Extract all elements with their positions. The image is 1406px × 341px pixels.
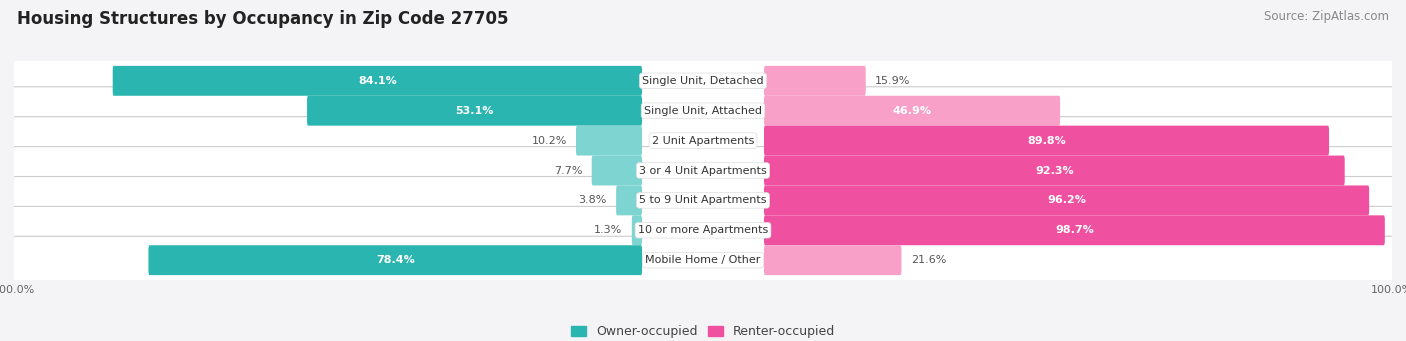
FancyBboxPatch shape: [307, 96, 643, 125]
Text: 96.2%: 96.2%: [1047, 195, 1085, 205]
FancyBboxPatch shape: [763, 96, 1060, 125]
FancyBboxPatch shape: [631, 216, 643, 245]
FancyBboxPatch shape: [13, 57, 1393, 105]
Text: 53.1%: 53.1%: [456, 106, 494, 116]
FancyBboxPatch shape: [13, 147, 1393, 194]
Text: 10 or more Apartments: 10 or more Apartments: [638, 225, 768, 235]
Text: Mobile Home / Other: Mobile Home / Other: [645, 255, 761, 265]
FancyBboxPatch shape: [763, 216, 1385, 245]
FancyBboxPatch shape: [763, 66, 866, 96]
Text: 3.8%: 3.8%: [578, 195, 607, 205]
FancyBboxPatch shape: [592, 155, 643, 186]
Text: 1.3%: 1.3%: [595, 225, 623, 235]
FancyBboxPatch shape: [763, 245, 901, 275]
FancyBboxPatch shape: [576, 125, 643, 155]
Text: 78.4%: 78.4%: [375, 255, 415, 265]
FancyBboxPatch shape: [13, 206, 1393, 254]
Text: 5 to 9 Unit Apartments: 5 to 9 Unit Apartments: [640, 195, 766, 205]
Text: 89.8%: 89.8%: [1028, 136, 1066, 146]
FancyBboxPatch shape: [763, 155, 1344, 186]
FancyBboxPatch shape: [763, 186, 1369, 216]
FancyBboxPatch shape: [13, 236, 1393, 284]
Text: Source: ZipAtlas.com: Source: ZipAtlas.com: [1264, 10, 1389, 23]
FancyBboxPatch shape: [112, 66, 643, 96]
Text: Single Unit, Attached: Single Unit, Attached: [644, 106, 762, 116]
Text: 3 or 4 Unit Apartments: 3 or 4 Unit Apartments: [640, 165, 766, 176]
Text: Housing Structures by Occupancy in Zip Code 27705: Housing Structures by Occupancy in Zip C…: [17, 10, 509, 28]
Text: 15.9%: 15.9%: [875, 76, 911, 86]
Text: Single Unit, Detached: Single Unit, Detached: [643, 76, 763, 86]
Text: 98.7%: 98.7%: [1054, 225, 1094, 235]
Text: 46.9%: 46.9%: [893, 106, 932, 116]
Text: 21.6%: 21.6%: [911, 255, 946, 265]
FancyBboxPatch shape: [763, 125, 1329, 155]
FancyBboxPatch shape: [13, 87, 1393, 135]
Text: 84.1%: 84.1%: [359, 76, 396, 86]
FancyBboxPatch shape: [13, 117, 1393, 164]
Text: 92.3%: 92.3%: [1035, 165, 1074, 176]
Text: 10.2%: 10.2%: [531, 136, 567, 146]
Text: 7.7%: 7.7%: [554, 165, 582, 176]
FancyBboxPatch shape: [13, 177, 1393, 224]
Text: 2 Unit Apartments: 2 Unit Apartments: [652, 136, 754, 146]
Legend: Owner-occupied, Renter-occupied: Owner-occupied, Renter-occupied: [567, 320, 839, 341]
FancyBboxPatch shape: [616, 186, 643, 216]
FancyBboxPatch shape: [149, 245, 643, 275]
